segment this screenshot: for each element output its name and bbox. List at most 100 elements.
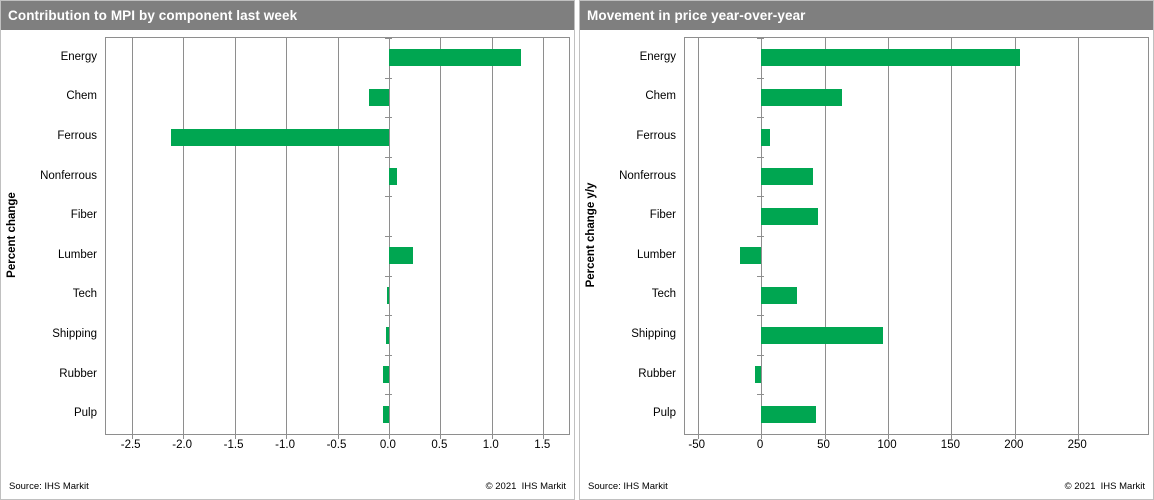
category-label: Lumber: [637, 248, 676, 261]
x-tick-label: -1.0: [275, 439, 295, 451]
bar-nonferrous: [388, 168, 398, 186]
category-label: Fiber: [649, 209, 676, 222]
bar-fiber: [761, 207, 819, 225]
category-axis-tick: [384, 315, 392, 317]
gridline: [440, 38, 442, 434]
category-axis-tick: [757, 315, 765, 317]
x-axis-tick: [234, 435, 236, 439]
left-chart-panel: Contribution to MPI by component last we…: [0, 0, 575, 500]
x-tick-label: 1.5: [534, 439, 551, 451]
x-axis-tick: [951, 435, 953, 439]
gridline: [697, 38, 699, 434]
category-axis-tick: [757, 196, 765, 198]
gridline: [1014, 38, 1016, 434]
category-axis-tick: [384, 156, 392, 158]
x-tick-label: -1.5: [223, 439, 244, 451]
category-label: Tech: [72, 288, 97, 301]
category-label: Shipping: [631, 328, 676, 340]
category-axis-tick: [757, 117, 765, 119]
x-axis-tick: [1014, 435, 1016, 439]
x-axis-tick: [440, 435, 442, 439]
category-axis-tick: [384, 394, 392, 396]
category-axis-tick: [757, 394, 765, 396]
category-label: Chem: [66, 90, 97, 103]
category-axis-tick: [384, 434, 392, 435]
x-tick-label: 150: [940, 439, 960, 451]
category-axis-tick: [384, 38, 392, 39]
x-tick-label: -50: [688, 439, 705, 451]
x-axis-tick: [337, 435, 339, 439]
category-axis-tick: [384, 77, 392, 79]
gridline: [234, 38, 236, 434]
left-plot-area: [105, 37, 570, 439]
gridline: [491, 38, 493, 434]
x-tick-label: 0.5: [431, 439, 448, 451]
bar-ferrous: [170, 128, 389, 146]
category-axis-tick: [757, 77, 765, 79]
x-axis-tick: [183, 435, 185, 439]
x-axis-tick: [131, 435, 133, 439]
gridline: [286, 38, 288, 434]
category-axis-tick: [384, 196, 392, 198]
category-label: Chem: [645, 90, 676, 103]
bar-chem: [761, 88, 843, 106]
left-y-axis-label: Percent change: [6, 192, 18, 278]
gridline: [183, 38, 185, 434]
right-plot-area: [684, 37, 1149, 439]
category-label: Pulp: [652, 407, 676, 420]
category-label: Energy: [639, 50, 676, 63]
x-tick-label: 0.0: [379, 439, 396, 451]
left-copyright-text: © 2021 IHS Markit: [485, 481, 566, 492]
bar-energy: [388, 49, 521, 67]
x-axis-tick: [761, 435, 763, 439]
x-axis-tick: [888, 435, 889, 439]
bar-lumber: [739, 247, 762, 265]
bar-pulp: [382, 405, 389, 423]
bar-chem: [369, 88, 389, 106]
bar-nonferrous: [761, 168, 814, 186]
gridline: [1078, 38, 1080, 434]
left-chart-title: Contribution to MPI by component last we…: [1, 1, 574, 30]
x-axis-tick: [543, 435, 545, 439]
x-axis-tick: [824, 435, 826, 439]
category-label: Rubber: [59, 367, 97, 380]
bar-shipping: [385, 326, 389, 344]
bar-shipping: [761, 326, 883, 344]
x-axis-tick: [1078, 435, 1080, 439]
bar-lumber: [388, 247, 413, 265]
left-source-text: Source: IHS Markit: [9, 481, 89, 492]
bar-rubber: [754, 366, 762, 384]
bar-rubber: [382, 366, 389, 384]
right-source-text: Source: IHS Markit: [588, 481, 668, 492]
category-axis-tick: [757, 354, 765, 356]
category-label: Nonferrous: [40, 169, 97, 182]
gridline: [951, 38, 953, 434]
left-chart-area: Percent change Source: IHS Markit © 2021…: [1, 30, 574, 499]
x-tick-label: -2.0: [172, 439, 193, 451]
category-label: Lumber: [58, 248, 97, 261]
category-label: Pulp: [73, 407, 97, 420]
x-axis-tick: [286, 435, 288, 439]
x-tick-label: 100: [877, 439, 897, 451]
gridline: [131, 38, 133, 434]
x-axis-tick: [491, 435, 493, 439]
bar-tech: [386, 286, 389, 304]
category-label: Rubber: [638, 367, 676, 380]
category-axis-tick: [384, 117, 392, 119]
category-label: Ferrous: [636, 130, 676, 142]
category-label: Shipping: [52, 328, 97, 340]
category-axis-tick: [384, 275, 392, 277]
category-axis-tick: [384, 236, 392, 237]
x-tick-label: 250: [1067, 439, 1087, 451]
category-axis-tick: [384, 354, 392, 356]
x-tick-label: 50: [817, 439, 830, 451]
category-axis-tick: [757, 236, 765, 237]
bar-energy: [761, 49, 1020, 67]
x-tick-label: 1.0: [482, 439, 499, 451]
x-tick-label: -2.5: [120, 439, 141, 451]
right-copyright-text: © 2021 IHS Markit: [1064, 481, 1145, 492]
x-axis-tick: [388, 435, 390, 439]
right-chart-panel: Movement in price year-over-year Percent…: [579, 0, 1154, 500]
gridline: [543, 38, 545, 434]
